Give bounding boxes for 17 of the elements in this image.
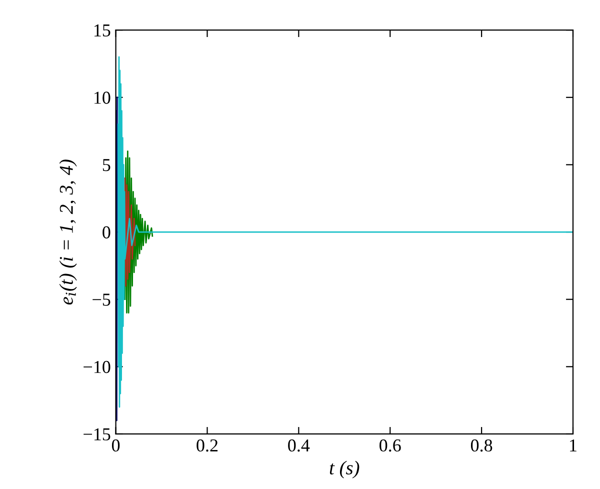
y-tick-label: −5 xyxy=(92,294,110,306)
y-tick-label: 10 xyxy=(94,92,110,104)
y-tick-label: 0 xyxy=(102,226,110,238)
y-tick-label: −10 xyxy=(84,360,110,374)
y-tick-label: −15 xyxy=(84,428,110,440)
x-tick-label: 0.8 xyxy=(470,439,492,452)
x-tick-label: 0.4 xyxy=(288,439,310,452)
x-tick-label: 1 xyxy=(570,439,576,452)
line-series xyxy=(117,56,573,408)
y-tick-label: 5 xyxy=(102,159,110,172)
y-tick-label: 15 xyxy=(94,24,110,37)
line-series xyxy=(124,177,136,287)
x-tick-label: 0.6 xyxy=(380,439,401,452)
x-axis-title: t (s) xyxy=(330,460,360,478)
y-axis-title: e$_{i}$(t) (i = 1, 2, 3, 4) xyxy=(59,160,77,305)
x-tick-label: 0.2 xyxy=(196,439,218,452)
x-tick-label: 0 xyxy=(112,439,120,452)
